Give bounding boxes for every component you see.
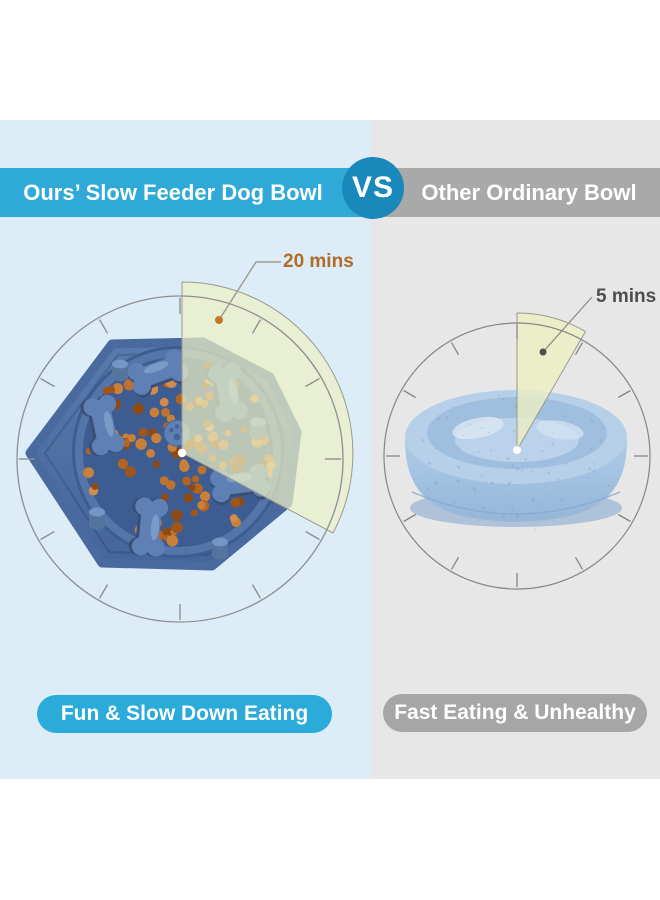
right-clock-dial <box>383 322 651 590</box>
right-leader-dot <box>539 348 547 356</box>
right-header-label: Other Ordinary Bowl <box>421 179 637 205</box>
ordinary-bowl-base-edge <box>411 491 621 515</box>
left-benefit-label: Fun & Slow Down Eating <box>60 702 309 725</box>
ordinary-bowl-highlight-1 <box>452 416 504 440</box>
right-clock-center-dot <box>513 446 521 454</box>
vs-label: VS <box>351 171 395 204</box>
right-drawback-label: Fast Eating & Unhealthy <box>394 701 636 724</box>
left-leader-line <box>218 261 281 321</box>
left-clock-center-dot <box>177 448 187 458</box>
right-drawback-badge: Fast Eating & Unhealthy <box>383 694 647 732</box>
bowl-speckles <box>421 393 614 531</box>
left-benefit-badge: Fun & Slow Down Eating <box>37 695 332 733</box>
vs-badge: VS <box>342 157 404 219</box>
left-clock-dial <box>16 295 344 623</box>
right-clock-ticks <box>386 325 648 587</box>
right-time-wedge <box>516 312 587 452</box>
right-time-label: 5 mins <box>596 286 657 307</box>
left-time-label: 20 mins <box>283 251 354 272</box>
right-leader-line <box>542 296 593 353</box>
left-clock-ticks <box>19 298 341 620</box>
ordinary-bowl-highlight-2 <box>536 420 584 440</box>
left-header-banner: Ours’ Slow Feeder Dog Bowl <box>0 168 372 217</box>
left-header-label: Ours’ Slow Feeder Dog Bowl <box>23 179 323 205</box>
right-header-banner: Other Ordinary Bowl <box>372 168 660 217</box>
ordinary-bowl <box>405 390 627 531</box>
left-leader-dot <box>215 316 223 324</box>
left-time-wedge <box>181 281 354 534</box>
